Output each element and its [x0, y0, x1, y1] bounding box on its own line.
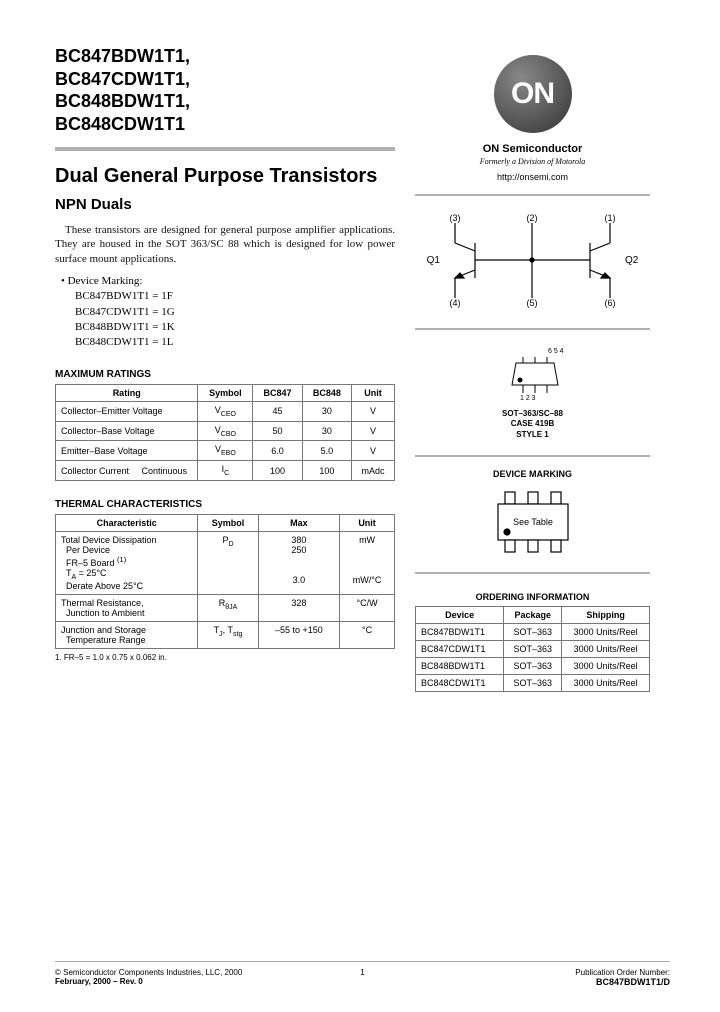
main-content: BC847BDW1T1, BC847CDW1T1, BC848BDW1T1, B…	[55, 45, 670, 692]
divider	[415, 328, 650, 330]
page-number: 1	[360, 968, 364, 977]
right-column: ON ON Semiconductor Formerly a Division …	[415, 45, 650, 692]
svg-text:Q2: Q2	[625, 255, 639, 266]
table-row: BC847BDW1T1SOT–3633000 Units/Reel	[416, 624, 650, 641]
svg-text:(1): (1)	[605, 213, 616, 223]
logo-area: ON ON Semiconductor Formerly a Division …	[415, 55, 650, 182]
table-row: BC848CDW1T1SOT–3633000 Units/Reel	[416, 675, 650, 692]
table-row: Collector Current ContinuousIC100100mAdc	[56, 461, 395, 481]
table-row: BC848BDW1T1SOT–3633000 Units/Reel	[416, 658, 650, 675]
part-2: BC847CDW1T1,	[55, 68, 395, 91]
col-device: Device	[416, 607, 504, 624]
marking-3: BC848BDW1T1 = 1K	[75, 320, 395, 335]
ordering-table: Device Package Shipping BC847BDW1T1SOT–3…	[415, 606, 650, 692]
marking-2: BC847CDW1T1 = 1G	[75, 305, 395, 320]
company-name: ON Semiconductor	[415, 143, 650, 155]
svg-text:1 2 3: 1 2 3	[520, 395, 536, 400]
col-unit: Unit	[340, 515, 395, 532]
company-logo: ON	[494, 55, 572, 133]
table-row: Collector–Emitter VoltageVCEO4530V	[56, 401, 395, 421]
svg-text:(2): (2)	[527, 213, 538, 223]
table-row: Collector–Base VoltageVCBO5030V	[56, 421, 395, 441]
marking-heading: Device Marking:	[68, 275, 143, 287]
col-shipping: Shipping	[562, 607, 650, 624]
col-bc848: BC848	[302, 384, 351, 401]
package-line-1: SOT–363/SC–88	[415, 409, 650, 419]
table-row: Junction and Storage Temperature RangeTJ…	[56, 621, 395, 648]
table-row: BC847CDW1T1SOT–3633000 Units/Reel	[416, 641, 650, 658]
sot363-icon: 6 5 4 1 2 3	[498, 345, 568, 400]
page-title: Dual General Purpose Transistors	[55, 165, 395, 188]
divider	[415, 572, 650, 574]
thermal-table: Characteristic Symbol Max Unit Total Dev…	[55, 514, 395, 649]
col-bc847: BC847	[253, 384, 302, 401]
device-marking-title: DEVICE MARKING	[415, 469, 650, 479]
svg-text:(3): (3)	[450, 213, 461, 223]
table-row: Device Package Shipping	[416, 607, 650, 624]
col-unit: Unit	[352, 384, 395, 401]
max-ratings-table: Rating Symbol BC847 BC848 Unit Collector…	[55, 384, 395, 481]
schematic-diagram: (3) (2) (1) (4) (5) (6) Q1 Q2	[415, 213, 650, 308]
svg-text:Q1: Q1	[427, 255, 441, 266]
table-row: Rating Symbol BC847 BC848 Unit	[56, 384, 395, 401]
table-row: Thermal Resistance, Junction to AmbientR…	[56, 594, 395, 621]
company-sub: Formerly a Division of Motorola	[415, 157, 650, 166]
part-numbers: BC847BDW1T1, BC847CDW1T1, BC848BDW1T1, B…	[55, 45, 395, 135]
marking-4: BC848CDW1T1 = 1L	[75, 335, 395, 350]
svg-text:(5): (5)	[527, 298, 538, 308]
divider	[415, 455, 650, 457]
footer-right: Publication Order Number: BC847BDW1T1/D	[575, 968, 670, 987]
package-line-2: CASE 419B	[415, 419, 650, 429]
device-marking-list: • Device Marking: BC847BDW1T1 = 1F BC847…	[61, 274, 395, 351]
table-row: Emitter–Base VoltageVEBO6.05.0V	[56, 441, 395, 461]
svg-text:6 5 4: 6 5 4	[548, 348, 564, 355]
col-max: Max	[258, 515, 339, 532]
package-diagram: 6 5 4 1 2 3 SOT–363/SC–88 CASE 419B STYL…	[415, 345, 650, 440]
footer-left: © Semiconductor Components Industries, L…	[55, 968, 242, 987]
col-package: Package	[504, 607, 562, 624]
divider	[415, 194, 650, 196]
col-char: Characteristic	[56, 515, 198, 532]
datasheet-page: BC847BDW1T1, BC847CDW1T1, BC848BDW1T1, B…	[0, 0, 720, 1012]
thermal-heading: THERMAL CHARACTERISTICS	[55, 499, 395, 510]
col-symbol: Symbol	[198, 384, 253, 401]
thermal-footnote: 1. FR–5 = 1.0 x 0.75 x 0.062 in.	[55, 653, 395, 662]
device-marking-diagram: See Table	[415, 487, 650, 560]
divider	[55, 147, 395, 151]
marking-1: BC847BDW1T1 = 1F	[75, 289, 395, 304]
part-3: BC848BDW1T1,	[55, 90, 395, 113]
page-footer: © Semiconductor Components Industries, L…	[55, 961, 670, 987]
svg-text:(6): (6)	[605, 298, 616, 308]
col-rating: Rating	[56, 384, 198, 401]
svg-text:See Table: See Table	[513, 517, 553, 527]
table-row: Total Device Dissipation Per Device FR–5…	[56, 532, 395, 595]
table-row: Characteristic Symbol Max Unit	[56, 515, 395, 532]
package-line-3: STYLE 1	[415, 430, 650, 440]
page-subtitle: NPN Duals	[55, 196, 395, 213]
company-url: http://onsemi.com	[415, 172, 650, 182]
left-column: BC847BDW1T1, BC847CDW1T1, BC848BDW1T1, B…	[55, 45, 395, 692]
description: These transistors are designed for gener…	[55, 223, 395, 266]
svg-text:(4): (4)	[450, 298, 461, 308]
col-symbol: Symbol	[198, 515, 258, 532]
part-4: BC848CDW1T1	[55, 113, 395, 136]
max-ratings-heading: MAXIMUM RATINGS	[55, 369, 395, 380]
part-1: BC847BDW1T1,	[55, 45, 395, 68]
ordering-title: ORDERING INFORMATION	[415, 592, 650, 602]
